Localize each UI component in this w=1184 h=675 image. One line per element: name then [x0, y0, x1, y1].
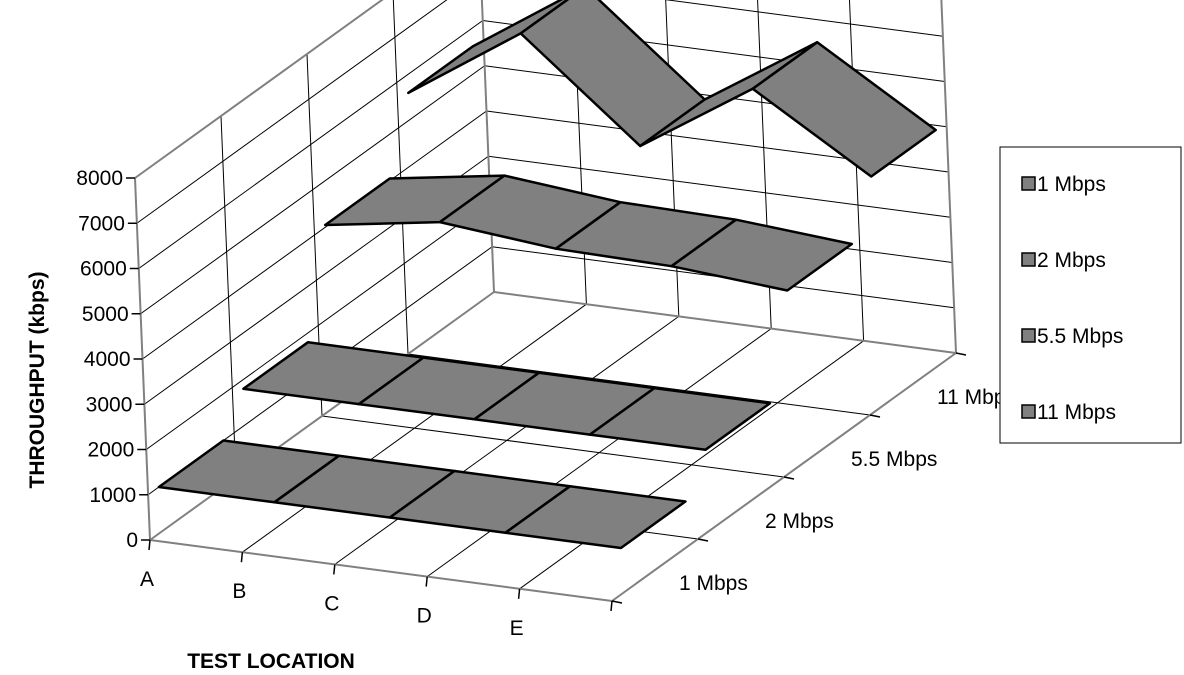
- x-tick-labels: A B C D E: [140, 568, 524, 640]
- frame-edge: [493, 291, 957, 354]
- depth-tick-label: 5.5 Mbps: [851, 448, 937, 471]
- legend-label: 2 Mbps: [1037, 249, 1106, 272]
- x-axis-title: TEST LOCATION: [187, 650, 355, 673]
- series-2-ribbon: [323, 174, 854, 292]
- ribbon-segment: [588, 386, 772, 452]
- legend: 1 Mbps 2 Mbps 5.5 Mbps 11 Mbps: [1021, 173, 1123, 424]
- y-tick-label: 8000: [76, 167, 123, 190]
- series-0-ribbon: [157, 439, 687, 550]
- side-gridline: [134, 0, 383, 179]
- series-3-ribbon: [407, 0, 937, 178]
- ribbon-segment: [670, 218, 854, 292]
- frame-edge: [940, 0, 957, 354]
- frame-edge: [149, 539, 613, 602]
- ribbon-segment: [751, 41, 937, 178]
- y-tick-label: 4000: [84, 348, 131, 371]
- legend-label: 5.5 Mbps: [1037, 325, 1123, 348]
- x-tick-label: E: [510, 617, 524, 640]
- x-tick-mark: [610, 600, 613, 612]
- ribbon-segment: [504, 485, 687, 550]
- legend-box: [999, 146, 1182, 444]
- y-tick-label: 7000: [78, 212, 125, 235]
- depth-tick-label: 11 Mbps: [937, 386, 1016, 409]
- legend-label: 1 Mbps: [1037, 173, 1106, 196]
- x-tick-label: C: [324, 592, 339, 615]
- legend-swatch: [1021, 404, 1036, 419]
- depth-tick-mark: [869, 414, 881, 418]
- back-gridline: [488, 155, 951, 218]
- legend-swatch: [1021, 328, 1036, 343]
- floor-gridline: [321, 415, 785, 478]
- frame-edge: [149, 291, 495, 541]
- back-vertical-gridline: [665, 0, 680, 317]
- x-tick-mark: [240, 552, 244, 563]
- y-tick-label: 5000: [82, 303, 129, 326]
- back-gridline: [664, 0, 943, 37]
- depth-tick-mark: [611, 600, 623, 604]
- floor-gridline: [407, 353, 871, 416]
- depth-tick-labels: 1 Mbps 2 Mbps 5.5 Mbps 11 Mbps: [679, 386, 1016, 595]
- series-ribbons: [157, 0, 937, 550]
- depth-tick-label: 2 Mbps: [765, 510, 834, 533]
- legend-swatch: [1021, 176, 1036, 191]
- x-tick-mark: [517, 588, 521, 599]
- x-tick-mark: [148, 539, 151, 551]
- y-tick-label: 6000: [80, 258, 127, 281]
- x-tick-label: B: [232, 580, 246, 603]
- side-vertical-gridline: [392, 0, 409, 355]
- x-tick-mark: [425, 576, 428, 587]
- legend-label: 11 Mbps: [1037, 401, 1116, 424]
- depth-tick-mark: [697, 538, 709, 542]
- ribbon-segment: [407, 0, 570, 95]
- y-tick-label: 0: [126, 529, 138, 552]
- y-tick-label: 1000: [89, 484, 136, 507]
- depth-tick-mark: [955, 352, 967, 356]
- side-vertical-gridline: [220, 115, 237, 479]
- y-tick-label: 2000: [88, 439, 135, 462]
- frame-edge: [134, 0, 384, 179]
- x-tick-mark: [333, 564, 336, 575]
- legend-swatch: [1021, 252, 1036, 267]
- depth-tick-mark: [783, 476, 795, 480]
- series-1-ribbon: [242, 341, 772, 452]
- y-tick-label: 3000: [86, 393, 133, 416]
- x-tick-label: D: [417, 605, 432, 628]
- x-tick-label: A: [140, 568, 154, 591]
- depth-tick-label: 1 Mbps: [679, 572, 748, 595]
- y-tick-labels: 0 1000 2000 3000 4000 5000 6000 7000 8000: [76, 167, 138, 552]
- axes: [126, 0, 967, 612]
- y-axis-title: THROUGHPUT (kbps): [26, 272, 49, 489]
